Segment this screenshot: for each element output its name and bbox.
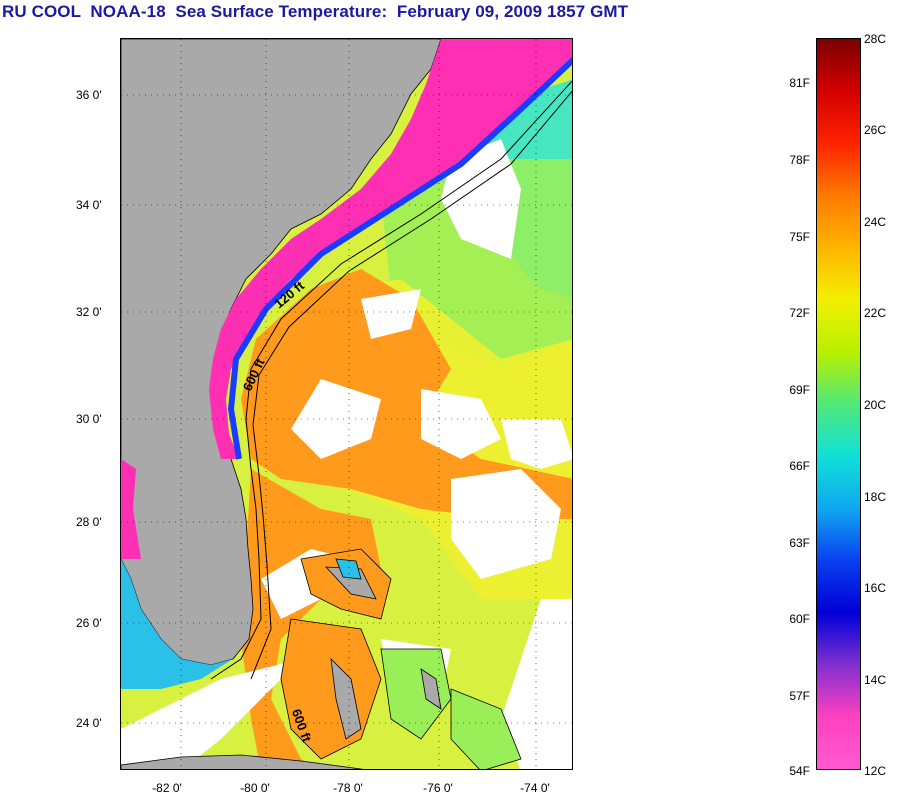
colorbar-f-label: 72F — [789, 306, 810, 320]
colorbar-f-label: 75F — [789, 230, 810, 244]
lat-label: 24 0' — [76, 716, 102, 730]
colorbar-c-label: 12C — [864, 764, 887, 778]
colorbar-f-label: 57F — [789, 689, 810, 703]
colorbar-f-label: 63F — [789, 536, 810, 550]
lon-label: -76 0' — [423, 781, 453, 795]
lon-label: -80 0' — [240, 781, 270, 795]
colorbar-f-label: 78F — [789, 153, 810, 167]
lat-label: 32 0' — [76, 305, 102, 319]
graticule — [121, 39, 572, 769]
colorbar-c-label: 24C — [864, 215, 887, 229]
lat-label: 34 0' — [76, 198, 102, 212]
colorbar-f-label: 66F — [789, 459, 810, 473]
lon-label: -78 0' — [333, 781, 363, 795]
colorbar-c-label: 18C — [864, 490, 887, 504]
map-title: RU COOL NOAA-18 Sea Surface Temperature:… — [2, 2, 629, 21]
gulf-shelf-magenta — [121, 459, 141, 559]
blue-shelf-edge — [227, 56, 572, 460]
isobaths — [210, 80, 572, 680]
colorbar-f-label: 60F — [789, 612, 810, 626]
lat-label: 28 0' — [76, 515, 102, 529]
gulf-shelf — [121, 559, 233, 689]
temperature-colorbar — [816, 38, 861, 770]
bahamas — [280, 548, 522, 769]
lon-label: -74 0' — [520, 781, 550, 795]
colorbar-c-label: 20C — [864, 398, 887, 412]
lat-label: 26 0' — [76, 616, 102, 630]
lat-label: 36 0' — [76, 88, 102, 102]
colorbar-f-label: 54F — [789, 764, 810, 778]
colorbar-c-label: 28C — [864, 32, 887, 46]
sst-map: 120 ft 600 ft 600 ft — [120, 38, 573, 770]
gulf-stream-south — [241, 469, 381, 769]
colorbar-c-label: 16C — [864, 581, 887, 595]
colorbar-f-label: 81F — [789, 76, 810, 90]
colorbar-f-label: 69F — [789, 383, 810, 397]
lat-label: 30 0' — [76, 412, 102, 426]
colorbar-c-label: 22C — [864, 306, 887, 320]
lon-label: -82 0' — [152, 781, 182, 795]
colorbar-c-label: 14C — [864, 673, 887, 687]
colorbar-c-label: 26C — [864, 123, 887, 137]
